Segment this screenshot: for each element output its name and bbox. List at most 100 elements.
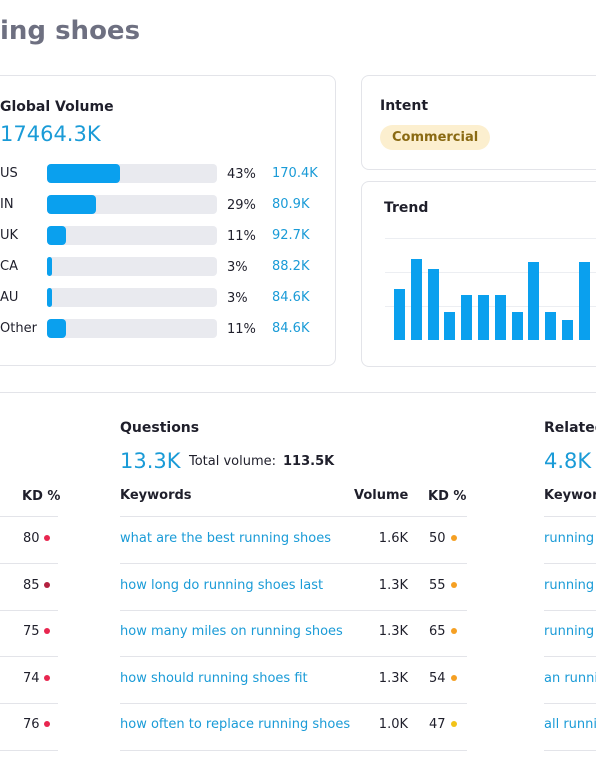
grid-line [385, 306, 596, 307]
keyword-link[interactable]: all runni [544, 717, 596, 732]
volume: 92.7K [272, 228, 310, 243]
row-line [120, 562, 467, 564]
questions-count: 13.3K [120, 449, 181, 473]
intent-card [361, 75, 596, 170]
trend-bar [394, 289, 405, 340]
keyword-link[interactable]: how many miles on running shoes [120, 624, 343, 639]
section-title: Questions [120, 420, 200, 436]
share-label: 11% [227, 229, 256, 244]
row-line [120, 609, 467, 611]
country: CA [0, 259, 18, 274]
trend-bar [461, 295, 473, 340]
keyword-link[interactable]: an runni [544, 670, 596, 686]
column-header: KD % [428, 489, 467, 504]
keyword-link[interactable]: how often to replace running shoes [120, 717, 351, 732]
kd-dot [451, 628, 457, 634]
country: Other [0, 321, 37, 336]
row-line [120, 750, 467, 751]
kd-dot [44, 721, 50, 727]
share-bar [47, 226, 66, 245]
kd-dot [44, 628, 50, 634]
section-title: Related [544, 420, 596, 436]
divider [0, 392, 596, 393]
trend-bar [578, 262, 590, 340]
column-header: Keywords [120, 488, 192, 503]
trend-bar [511, 312, 523, 340]
volume: 1.3K [378, 624, 408, 639]
row-line [0, 750, 58, 751]
trend-bar [545, 312, 557, 340]
volume: 1.6K [378, 531, 408, 546]
row-line [0, 703, 58, 705]
share-label: 43% [227, 167, 256, 182]
share-bar [47, 288, 53, 307]
grid-line [385, 272, 596, 273]
trend-bar [410, 259, 422, 340]
row-line [544, 562, 596, 564]
bar-track [47, 226, 217, 245]
keyword-link[interactable]: what are the best running shoes [120, 531, 331, 546]
share-bar [47, 257, 53, 276]
kd-value: 80 [23, 531, 40, 546]
card-title: Global Volume [0, 99, 114, 115]
keyword-link[interactable]: how long do running shoes last [120, 577, 324, 593]
country: UK [0, 228, 19, 243]
grid-line [385, 238, 596, 239]
volume: 1.0K [378, 717, 408, 732]
kd-dot [44, 581, 50, 588]
keyword-link[interactable]: how should running shoes fit [120, 670, 308, 686]
kd-value: 76 [23, 717, 40, 732]
kd-value: 50 [429, 531, 446, 546]
intent-badge: Commercial [380, 125, 491, 150]
bar-track [47, 257, 217, 276]
column-header: Volume [354, 488, 409, 503]
total-label: Total volume: [189, 454, 277, 469]
row-line [544, 609, 596, 611]
total-volume: 17464.3K [0, 122, 101, 146]
kd-dot [451, 535, 457, 541]
kd-value: 47 [429, 717, 446, 732]
keyword-link[interactable]: running [544, 624, 595, 639]
row-line [120, 516, 467, 517]
kd-dot [451, 581, 457, 588]
column-header: KD % [22, 489, 61, 504]
row-line [544, 703, 596, 705]
country: US [0, 166, 18, 181]
country: IN [0, 197, 14, 212]
global-volume-card [0, 75, 336, 366]
share-label: 11% [227, 322, 256, 337]
kd-dot [451, 674, 457, 681]
trend-bar [444, 312, 456, 340]
total-value: 113.5K [283, 454, 335, 469]
column-header: Keywor [544, 488, 596, 503]
trend-bar [562, 320, 573, 340]
row-line [120, 656, 467, 658]
kd-dot [44, 674, 50, 681]
volume: 84.6K [272, 290, 310, 305]
kd-value: 54 [429, 670, 446, 686]
volume: 1.3K [378, 577, 408, 593]
row-line [544, 656, 596, 658]
kd-value: 74 [23, 670, 40, 686]
related-count: 4.8K [544, 449, 592, 473]
keyword-link[interactable]: running [544, 577, 595, 593]
row-line [0, 609, 58, 611]
share-label: 3% [227, 291, 248, 306]
kd-value: 55 [429, 577, 446, 593]
row-line [0, 656, 58, 658]
keyword-link[interactable]: running [544, 531, 595, 546]
row-line [0, 562, 58, 564]
volume: 170.4K [272, 166, 318, 181]
page-title: ing shoes [0, 16, 141, 46]
trend-bar [478, 295, 489, 340]
volume: 1.3K [378, 670, 408, 686]
share-label: 29% [227, 198, 256, 213]
card-title: Intent [380, 98, 429, 114]
kd-value: 65 [429, 624, 446, 639]
row-line [0, 516, 58, 517]
trend-bar [427, 269, 439, 340]
kd-value: 85 [23, 577, 40, 593]
share-label: 3% [227, 260, 248, 275]
